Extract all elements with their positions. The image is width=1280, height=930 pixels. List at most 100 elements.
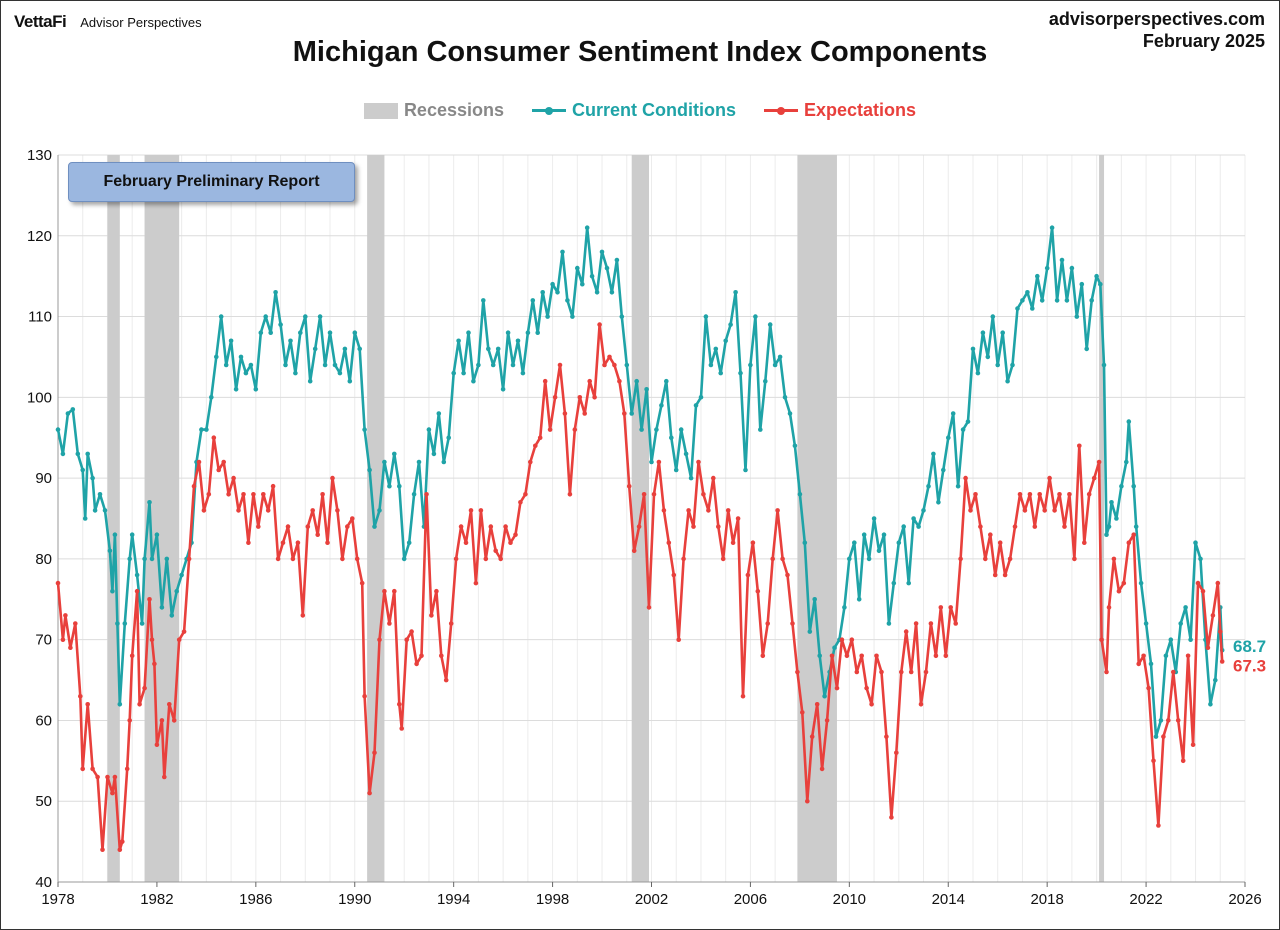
x-tick-label: 1982 (140, 891, 173, 908)
current-conditions-point (1193, 540, 1198, 545)
current-conditions-point (466, 330, 471, 336)
expectations-point (1077, 443, 1082, 449)
current-conditions-point (446, 435, 452, 441)
expectations-point (938, 605, 944, 610)
current-conditions-point (1030, 306, 1035, 311)
current-conditions-point (97, 492, 103, 497)
expectations-point (587, 378, 592, 384)
current-conditions-point (520, 370, 526, 376)
expectations-point (439, 653, 444, 659)
expectations-point (397, 702, 402, 707)
expectations-point (547, 427, 553, 432)
expectations-point (849, 637, 855, 642)
y-tick-label: 40 (35, 874, 52, 891)
current-conditions-point (164, 556, 170, 562)
current-conditions-point (332, 362, 338, 368)
current-conditions-point (303, 314, 308, 319)
current-conditions-point (367, 467, 372, 473)
expectations-point (60, 637, 66, 642)
expectations-point (176, 637, 182, 642)
expectations-point (443, 677, 449, 683)
current-conditions-point (866, 556, 872, 562)
expectations-point (503, 524, 508, 529)
current-conditions-point (416, 459, 422, 465)
expectations-point (265, 508, 271, 513)
expectations-point (809, 734, 815, 739)
current-conditions-point (110, 588, 115, 594)
current-conditions-point (352, 330, 358, 336)
legend-item-current: Current Conditions (532, 100, 736, 121)
current-conditions-point (763, 378, 768, 384)
current-conditions-point (916, 524, 921, 529)
expectations-point (948, 605, 953, 610)
expectations-point (879, 669, 884, 675)
legend-swatch-current (532, 106, 566, 115)
current-conditions-point (253, 387, 259, 392)
y-tick-label: 60 (35, 712, 52, 729)
expectations-point (382, 588, 387, 594)
current-conditions-point (955, 483, 961, 489)
current-conditions-point (1079, 281, 1085, 287)
current-conditions-point (856, 597, 862, 602)
expectations-point (434, 588, 439, 594)
expectations-point (305, 524, 311, 529)
expectations-point (829, 653, 835, 659)
expectations-point (923, 669, 929, 675)
legend-swatch-recessions (363, 102, 398, 119)
expectations-point (676, 637, 681, 642)
expectations-point (988, 532, 993, 537)
expectations-point (1131, 532, 1136, 537)
current-conditions-point (1106, 524, 1112, 529)
current-conditions-point (411, 492, 417, 497)
current-conditions-point (107, 548, 113, 554)
x-tick-label: 1998 (536, 891, 569, 908)
current-conditions-point (936, 500, 941, 505)
expectations-point (612, 362, 617, 368)
current-conditions-point (772, 362, 778, 368)
expectations-point (607, 354, 612, 360)
current-conditions-point (1153, 734, 1159, 739)
current-conditions-point (634, 378, 639, 384)
expectations-point (1002, 572, 1008, 578)
current-conditions-point (767, 322, 773, 327)
current-conditions-point (570, 314, 575, 319)
current-conditions-point (55, 427, 61, 432)
expectations-point (894, 750, 899, 756)
expectations-point (295, 540, 301, 545)
current-conditions-point (406, 540, 412, 545)
current-conditions-point (975, 370, 981, 376)
current-conditions-point (1178, 621, 1183, 626)
current-conditions-point (129, 532, 135, 537)
expectations-point (167, 702, 172, 707)
current-conditions-point (139, 621, 145, 626)
expectations-point (903, 629, 909, 634)
legend-item-expectations: Expectations (764, 100, 916, 121)
expectations-point (419, 653, 424, 659)
current-conditions-point (431, 451, 437, 457)
expectations-point (1190, 742, 1196, 747)
expectations-point (745, 572, 751, 578)
expectations-point (1171, 669, 1176, 675)
current-conditions-point (471, 378, 476, 384)
current-conditions-point (1183, 605, 1188, 610)
current-conditions-end-label: 68.7 (1233, 637, 1266, 656)
expectations-point (755, 588, 761, 594)
current-conditions-point (179, 572, 184, 578)
expectations-point (1200, 588, 1206, 594)
expectations-point (696, 459, 701, 465)
expectations-point (372, 750, 377, 756)
current-conditions-point (891, 580, 897, 586)
current-conditions-point (347, 378, 353, 384)
x-tick-label: 2010 (833, 891, 866, 908)
expectations-point (246, 540, 251, 545)
current-conditions-point (377, 508, 382, 513)
current-conditions-point (931, 451, 936, 457)
expectations-point (152, 661, 157, 667)
current-conditions-point (258, 330, 264, 336)
current-conditions-point (1084, 346, 1089, 352)
expectations-point (1195, 580, 1201, 586)
expectations-point (354, 556, 360, 562)
current-conditions-point (426, 427, 432, 432)
current-conditions-point (881, 532, 887, 537)
